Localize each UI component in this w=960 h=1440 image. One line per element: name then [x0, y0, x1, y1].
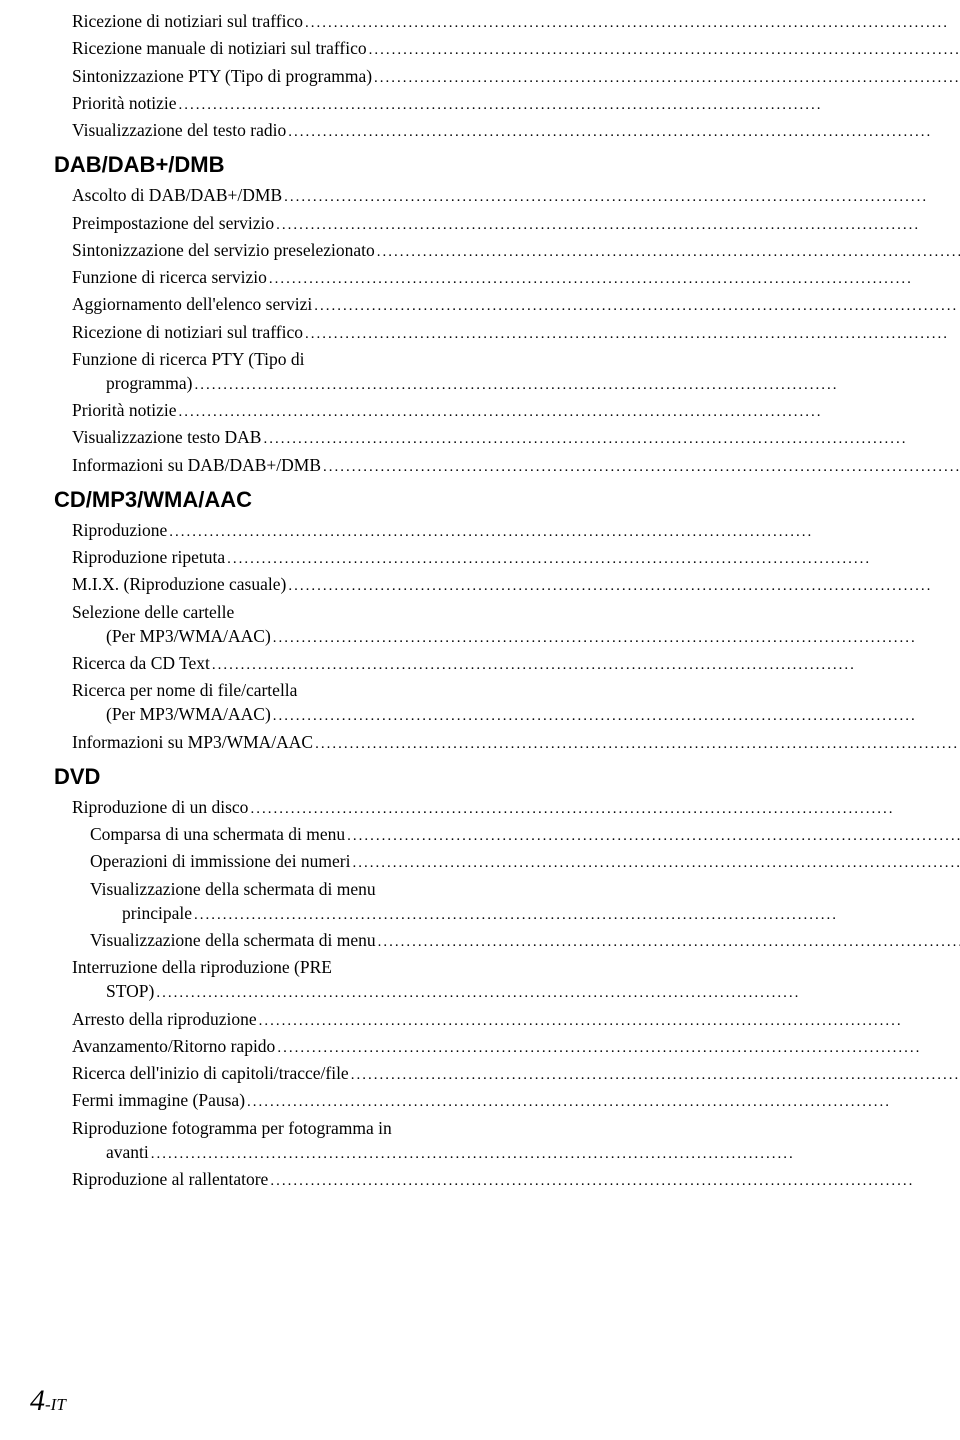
toc-entry: Sintonizzazione del servizio preselezion… — [54, 237, 960, 264]
toc-entry: Riproduzione fotogramma per fotogramma i… — [54, 1115, 960, 1142]
toc-entry: Visualizzazione della schermata di menu — [54, 876, 960, 903]
toc-entry-continuation: avanti44 — [54, 1139, 960, 1166]
toc-entry: Interruzione della riproduzione (PRE — [54, 954, 960, 981]
toc-entry: Visualizzazione testo DAB37 — [54, 424, 960, 451]
toc-entry: Ricerca dell'inizio di capitoli/tracce/f… — [54, 1060, 960, 1087]
section-heading: DVD — [54, 764, 960, 790]
toc-entry: Informazioni su DAB/DAB+/DMB37 — [54, 452, 960, 479]
toc-entry: Visualizzazione della schermata di menu4… — [54, 927, 960, 954]
toc-entry: Operazioni di immissione dei numeri42 — [54, 848, 960, 875]
toc-entry: Ricerca da CD Text39 — [54, 650, 960, 677]
page-footer: 4-IT — [30, 1384, 66, 1418]
toc-entry: Priorità notizie35 — [54, 90, 960, 117]
toc-entry: Riproduzione di un disco41 — [54, 794, 960, 821]
toc-entry: Sintonizzazione PTY (Tipo di programma)3… — [54, 63, 960, 90]
toc-entry-continuation: STOP)43 — [54, 978, 960, 1005]
toc-entry-continuation: (Per MP3/WMA/AAC)39 — [54, 623, 960, 650]
toc-entry: Ascolto di DAB/DAB+/DMB36 — [54, 182, 960, 209]
page-number: 4 — [30, 1384, 45, 1417]
toc-entry: Funzione di ricerca servizio37 — [54, 264, 960, 291]
toc-entry: Preimpostazione del servizio36 — [54, 210, 960, 237]
toc-entry: Informazioni su MP3/WMA/AAC39 — [54, 729, 960, 756]
toc-entry-continuation: principale43 — [54, 900, 960, 927]
toc-entry: Ricezione di notiziari sul traffico37 — [54, 319, 960, 346]
toc-entry: Riproduzione al rallentatore44 — [54, 1166, 960, 1193]
toc-entry: Arresto della riproduzione43 — [54, 1006, 960, 1033]
page-suffix: -IT — [45, 1395, 66, 1414]
toc-entry: Riproduzione38 — [54, 517, 960, 544]
toc-entry: Riproduzione ripetuta38 — [54, 544, 960, 571]
toc-entry: Selezione delle cartelle — [54, 599, 960, 626]
toc-entry: Funzione di ricerca PTY (Tipo di — [54, 346, 960, 373]
toc-entry: Fermi immagine (Pausa)44 — [54, 1087, 960, 1114]
toc-entry: Ricezione manuale di notiziari sul traff… — [54, 35, 960, 62]
section-heading: CD/MP3/WMA/AAC — [54, 487, 960, 513]
toc-entry-continuation: (Per MP3/WMA/AAC)39 — [54, 701, 960, 728]
toc-entry: Comparsa di una schermata di menu42 — [54, 821, 960, 848]
section-heading: DAB/DAB+/DMB — [54, 152, 960, 178]
toc-entry: Ricezione di notiziari sul traffico34 — [54, 8, 960, 35]
toc-entry: Ricerca per nome di file/cartella — [54, 677, 960, 704]
left-column: Ricezione di notiziari sul traffico34Ric… — [54, 0, 960, 1284]
toc-entry: Avanzamento/Ritorno rapido43 — [54, 1033, 960, 1060]
toc-entry: Priorità notizie37 — [54, 397, 960, 424]
toc-entry: M.I.X. (Riproduzione casuale)38 — [54, 571, 960, 598]
toc-entry: Aggiornamento dell'elenco servizi37 — [54, 291, 960, 318]
toc-entry: Visualizzazione del testo radio35 — [54, 117, 960, 144]
toc-entry-continuation: programma)37 — [54, 370, 960, 397]
